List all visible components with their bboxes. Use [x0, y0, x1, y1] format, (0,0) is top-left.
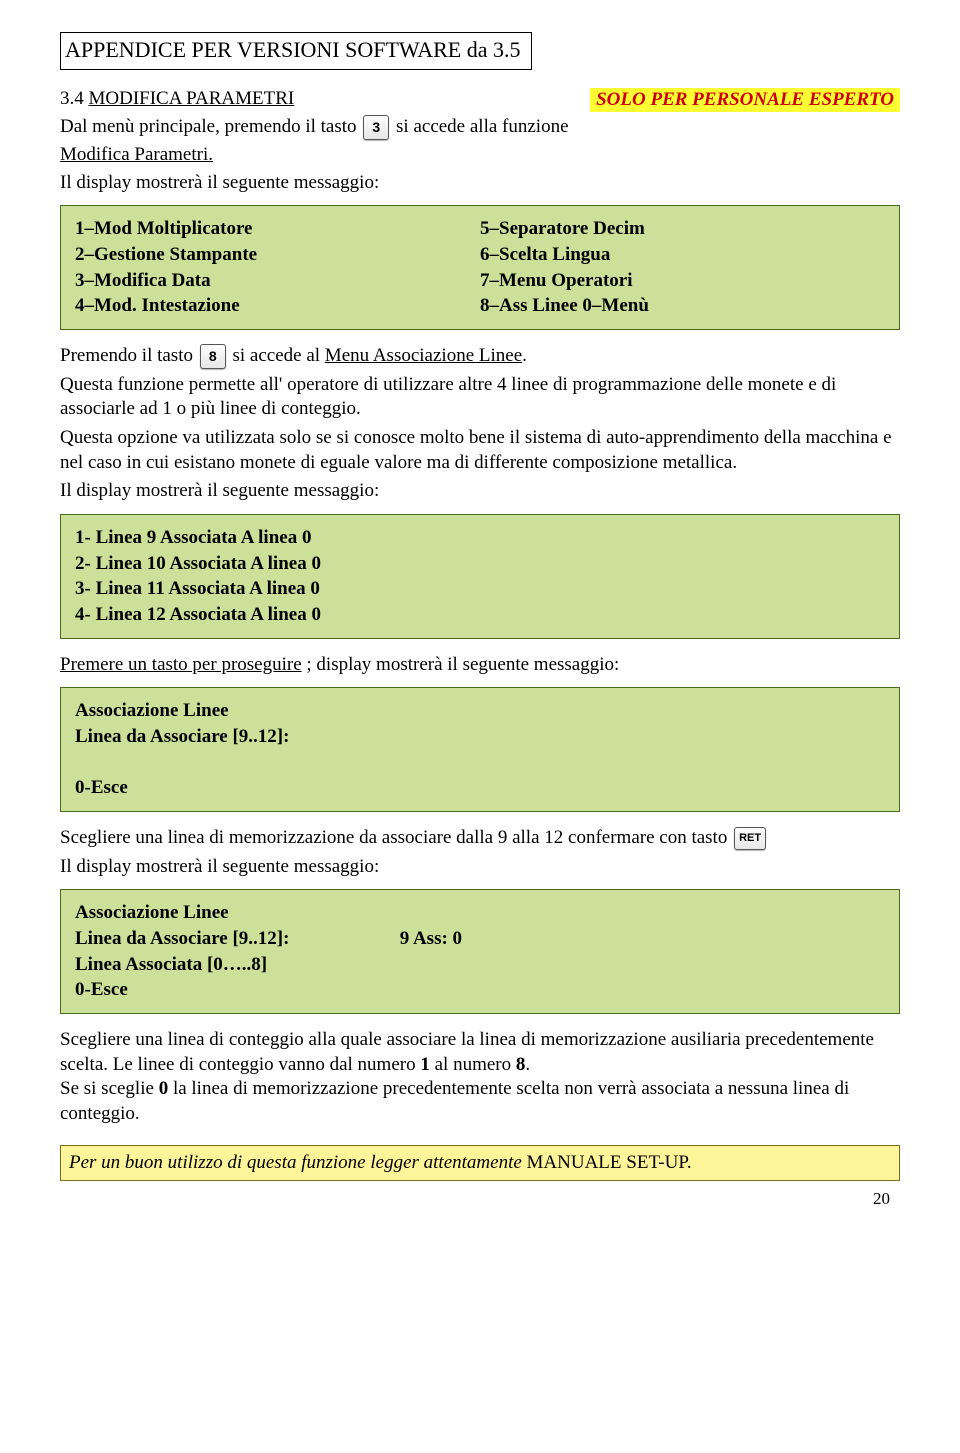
assoc2-l1: Associazione Linee — [75, 900, 885, 926]
period: . — [522, 345, 527, 366]
para-1: Questa funzione permette all' operatore … — [60, 373, 900, 422]
intro-line-1: Dal menù principale, premendo il tasto 3… — [60, 114, 900, 140]
modifica-parametri-link: Modifica Parametri. — [60, 144, 213, 165]
linea-row: 1- Linea 9 Associata A linea 0 — [75, 525, 885, 551]
menu-left-col: 1–Mod Moltiplicatore 2–Gestione Stampant… — [75, 216, 480, 319]
bold-0: 0 — [159, 1078, 169, 1099]
scegliere-1b: Il display mostrerà il seguente messaggi… — [60, 855, 900, 880]
assoc1-l3 — [75, 750, 885, 776]
yellow-a: Per un buon utilizzo di questa funzione … — [69, 1152, 527, 1173]
menu-options-box: 1–Mod Moltiplicatore 2–Gestione Stampant… — [60, 205, 900, 330]
press-8-a: Premendo il tasto — [60, 345, 193, 366]
assoc1-l4: 0-Esce — [75, 775, 885, 801]
para-4: Scegliere una linea di conteggio alla qu… — [60, 1028, 900, 1127]
expert-badge: SOLO PER PERSONALE ESPERTO — [590, 88, 900, 112]
key-8-icon: 8 — [200, 344, 226, 368]
para4-d: la linea di memorizzazione precedentemen… — [60, 1078, 849, 1124]
bold-8: 8 — [516, 1054, 526, 1075]
linee-box: 1- Linea 9 Associata A linea 0 2- Linea … — [60, 514, 900, 639]
page-title: APPENDICE PER VERSIONI SOFTWARE da 3.5 — [60, 32, 532, 70]
menu-item: 5–Separatore Decim — [480, 216, 885, 242]
menu-item: 1–Mod Moltiplicatore — [75, 216, 480, 242]
menu-item: 6–Scelta Lingua — [480, 242, 885, 268]
menu-item: 4–Mod. Intestazione — [75, 293, 480, 319]
intro-text-a: Dal menù principale, premendo il tasto — [60, 116, 357, 137]
para4-c: Se si sceglie — [60, 1078, 159, 1099]
scegliere-1a: Scegliere una linea di memorizzazione da… — [60, 827, 727, 848]
para-3: Il display mostrerà il seguente messaggi… — [60, 479, 900, 504]
bold-1: 1 — [420, 1054, 430, 1075]
menu-item: 3–Modifica Data — [75, 268, 480, 294]
page-number: 20 — [873, 1189, 890, 1209]
key-ret-icon: RET — [734, 827, 766, 849]
linea-row: 2- Linea 10 Associata A linea 0 — [75, 551, 885, 577]
menu-item: 7–Menu Operatori — [480, 268, 885, 294]
period2: . — [525, 1054, 530, 1075]
assoc-box-1: Associazione Linee Linea da Associare [9… — [60, 687, 900, 812]
key-3-icon: 3 — [363, 115, 389, 140]
menu-right-col: 5–Separatore Decim 6–Scelta Lingua 7–Men… — [480, 216, 885, 319]
assoc2-l2: Linea da Associare [9..12]: 9 Ass: 0 — [75, 926, 885, 952]
premere-line: Premere un tasto per proseguire ; displa… — [60, 653, 900, 678]
linea-row: 4- Linea 12 Associata A linea 0 — [75, 602, 885, 628]
assoc2-l4: 0-Esce — [75, 977, 885, 1003]
premere-underline: Premere un tasto per proseguire — [60, 654, 302, 675]
menu-assoc-link: Menu Associazione Linee — [325, 345, 522, 366]
assoc2-l2-left: Linea da Associare [9..12]: — [75, 926, 395, 952]
yellow-b: MANUALE SET-UP. — [527, 1152, 692, 1173]
intro-text-b: si accede alla funzione — [396, 116, 568, 137]
assoc2-l2-right: 9 Ass: 0 — [400, 928, 462, 949]
para4-b: al numero — [430, 1054, 516, 1075]
press-8-b: si accede al — [232, 345, 320, 366]
press-8-line: Premendo il tasto 8 si accede al Menu As… — [60, 344, 900, 369]
intro-line-3: Il display mostrerà il seguente messaggi… — [60, 170, 900, 196]
section-heading: 3.4 MODIFICA PARAMETRI — [60, 88, 294, 110]
menu-item: 2–Gestione Stampante — [75, 242, 480, 268]
scegliere-1: Scegliere una linea di memorizzazione da… — [60, 826, 900, 851]
intro-line-2: Modifica Parametri. — [60, 142, 900, 168]
assoc1-l2: Linea da Associare [9..12]: — [75, 724, 885, 750]
section-label: MODIFICA PARAMETRI — [89, 88, 295, 109]
assoc-box-2: Associazione Linee Linea da Associare [9… — [60, 889, 900, 1014]
assoc2-l3: Linea Associata [0…..8] — [75, 952, 885, 978]
premere-rest: ; display mostrerà il seguente messaggio… — [302, 654, 620, 675]
menu-item: 8–Ass Linee 0–Menù — [480, 293, 885, 319]
section-number: 3.4 — [60, 88, 84, 109]
yellow-note-box: Per un buon utilizzo di questa funzione … — [60, 1145, 900, 1181]
para-2: Questa opzione va utilizzata solo se si … — [60, 426, 900, 475]
linea-row: 3- Linea 11 Associata A linea 0 — [75, 576, 885, 602]
assoc1-l1: Associazione Linee — [75, 698, 885, 724]
